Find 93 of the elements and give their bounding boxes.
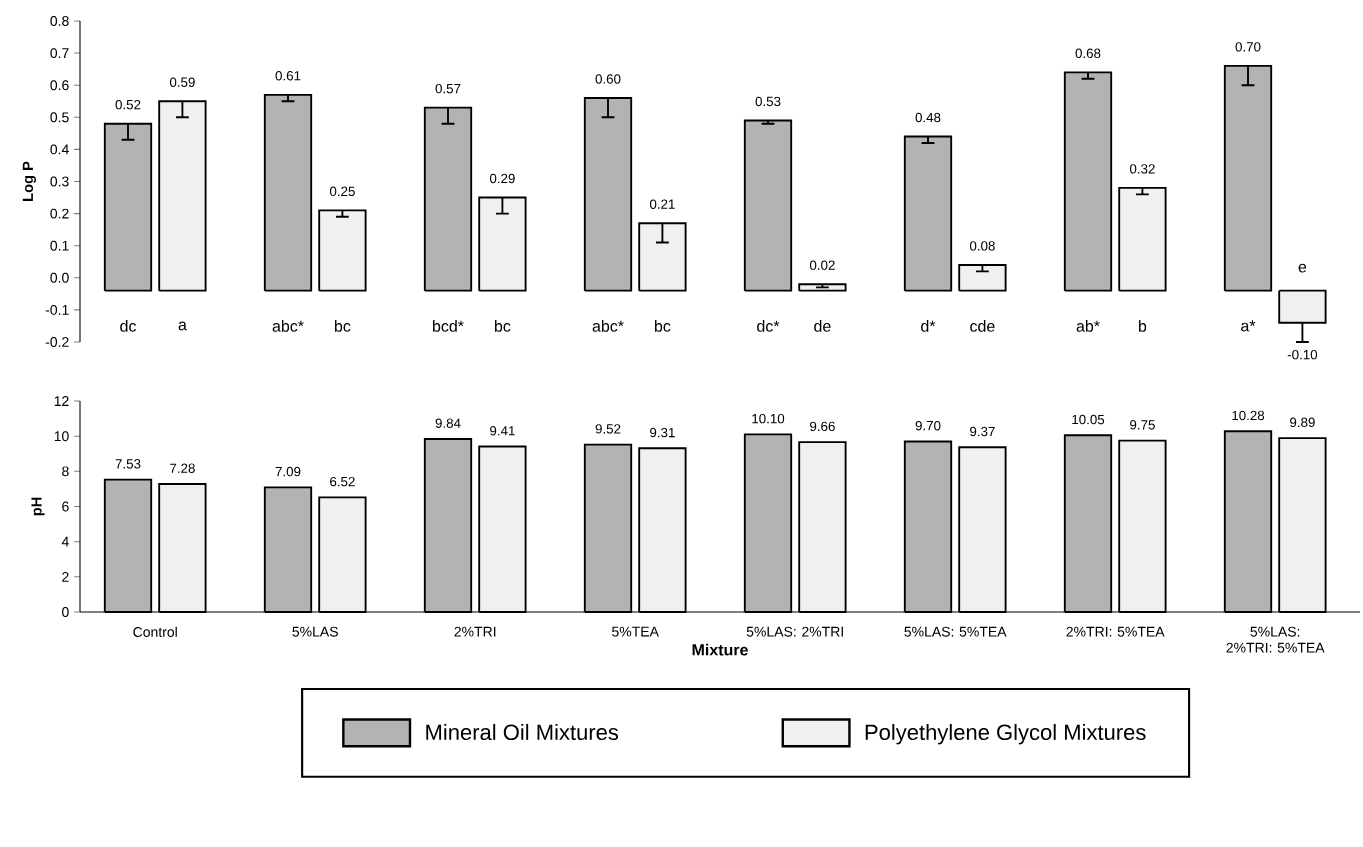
bar: [1223, 64, 1273, 292]
annotation: bc: [494, 320, 511, 332]
x-tick-label: 5%LAS: 2%TRI: 5%TEA: [1226, 626, 1325, 653]
x-tick-label: Control: [133, 626, 177, 637]
y-tick-label: 12: [54, 396, 69, 406]
data-label: 0.61: [275, 71, 301, 81]
y-tick-label: 0.3: [50, 176, 69, 187]
data-label: 9.41: [490, 426, 515, 436]
annotation: a: [178, 321, 187, 331]
data-label: -0.10: [1287, 349, 1318, 360]
bar: [478, 196, 527, 292]
bar: [903, 135, 953, 292]
data-label: 0.32: [1129, 164, 1155, 174]
y-axis-title: Log P: [22, 161, 37, 201]
data-label: 0.08: [969, 241, 995, 251]
bar: [743, 119, 793, 292]
data-label: 10.28: [1232, 410, 1265, 421]
annotation: abc*: [272, 320, 304, 332]
data-label: 7.53: [115, 459, 141, 469]
y-tick-label: 0.6: [50, 80, 69, 91]
y-tick-label: 0.1: [50, 240, 69, 251]
data-label: 0.70: [1235, 42, 1261, 52]
y-tick-label: 0.7: [50, 48, 69, 59]
data-label: 6.52: [330, 476, 355, 487]
x-axis-title: Mixture: [692, 643, 748, 656]
bar: [263, 93, 313, 292]
annotation: abc*: [592, 320, 624, 332]
data-label: 0.29: [489, 173, 515, 184]
data-label: 9.70: [915, 420, 941, 431]
bar: [103, 122, 153, 292]
bar: [1118, 186, 1167, 292]
annotation: bcd*: [433, 320, 464, 332]
data-label: 9.31: [650, 427, 675, 438]
data-label: 9.75: [1130, 420, 1155, 430]
x-tick-label: 5%LAS: 5%TEA: [904, 626, 1007, 637]
y-tick-label: 0.4: [50, 144, 69, 155]
data-label: 9.52: [595, 424, 621, 434]
data-label: 7.09: [275, 466, 301, 477]
y-tick-label: -0.2: [45, 337, 69, 347]
data-label: 0.57: [435, 83, 461, 94]
annotation: cde: [970, 320, 995, 332]
data-label: 0.60: [595, 74, 621, 84]
data-label: 0.53: [755, 96, 781, 107]
annotation: e: [1298, 263, 1307, 273]
data-label: 9.89: [1290, 417, 1315, 428]
data-label: 0.02: [809, 260, 835, 270]
y-tick-label: 0.5: [50, 112, 69, 123]
y-tick-label: 0.8: [50, 16, 69, 26]
y-tick-label: 8: [62, 466, 69, 477]
legend-label: Polyethylene Glycol Mixtures: [865, 723, 1146, 745]
annotation: bc: [654, 320, 671, 332]
y-tick-label: 10: [54, 431, 69, 442]
bar: [318, 209, 367, 292]
y-tick-label: 0.0: [50, 272, 69, 283]
annotation: b: [1138, 320, 1147, 332]
data-label: 9.66: [810, 421, 835, 432]
data-label: 0.52: [115, 99, 141, 110]
data-label: 0.48: [915, 112, 941, 123]
data-label: 9.84: [435, 418, 461, 428]
y-tick-label: -0.1: [45, 304, 69, 315]
x-tick-label: 5%LAS: [292, 626, 338, 637]
bar: [1063, 71, 1113, 292]
annotation: de: [814, 320, 831, 332]
y-tick-label: 6: [62, 501, 69, 512]
y-tick-label: 0.2: [50, 208, 69, 219]
y-tick-label: 4: [61, 536, 69, 547]
annotation: ab*: [1076, 320, 1100, 332]
bar: [158, 100, 207, 292]
y-axis-title: pH: [31, 497, 45, 516]
x-tick-label: 5%TEA: [612, 626, 659, 637]
annotation: d*: [921, 320, 936, 332]
data-label: 10.05: [1072, 414, 1105, 425]
data-label: 10.10: [752, 413, 785, 424]
data-label: 0.25: [329, 186, 355, 197]
data-label: 0.59: [169, 77, 195, 87]
legend-label: Mineral Oil Mixtures: [426, 723, 619, 741]
data-label: 9.37: [970, 426, 995, 437]
y-tick-label: 2: [62, 571, 69, 582]
bar: [583, 97, 633, 292]
y-tick-label: 0: [62, 607, 69, 617]
annotation: dc*: [757, 320, 780, 332]
x-tick-label: 2%TRI: 5%TEA: [1066, 626, 1165, 637]
data-label: 0.21: [649, 199, 675, 209]
bar: [958, 264, 1007, 292]
bar: [423, 106, 473, 292]
x-tick-label: 5%LAS: 2%TRI: [746, 626, 843, 637]
data-label: 0.68: [1075, 48, 1101, 58]
data-label: 7.28: [170, 463, 195, 473]
annotation: a*: [1241, 320, 1256, 332]
x-tick-label: 2%TRI: [454, 626, 496, 637]
annotation: bc: [334, 320, 351, 332]
annotation: dc: [120, 320, 137, 332]
bar: [638, 222, 687, 292]
